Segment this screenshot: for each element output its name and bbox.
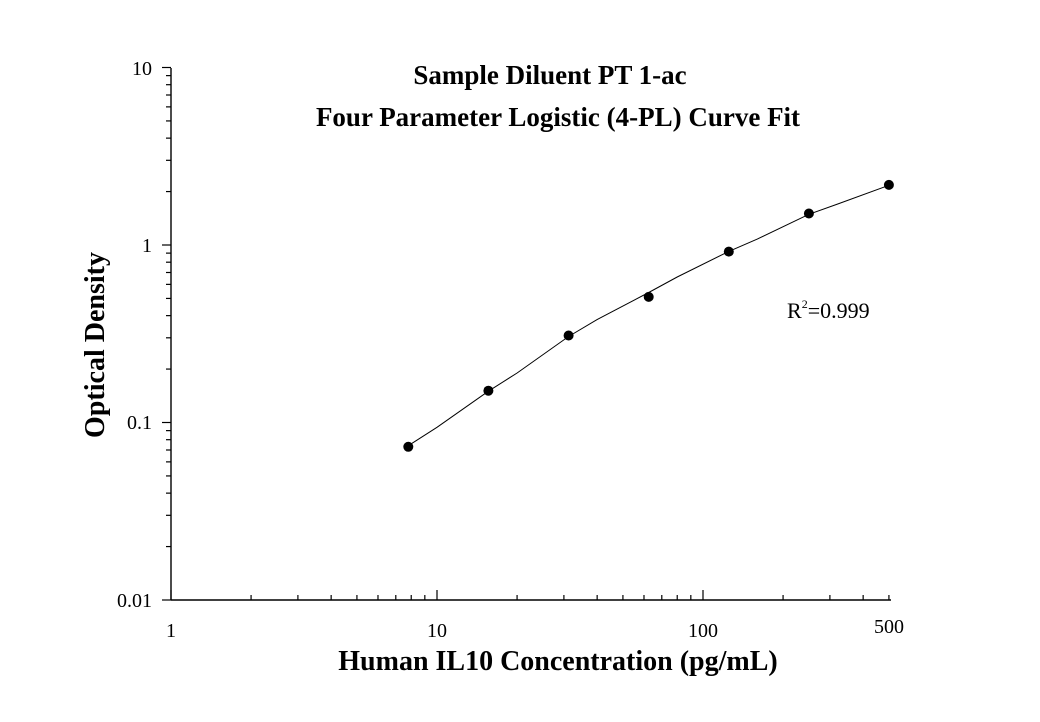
data-point [803,208,814,219]
y-tick-label-0-1: 0.1 [127,412,152,434]
y-axis-label: Optical Density [80,252,111,438]
data-point [563,330,574,341]
r-squared-superscript: 2 [802,297,808,311]
y-tick-label-1: 1 [142,235,152,257]
chart-title: Sample Diluent PT 1-ac [413,60,686,90]
y-tick-label-10: 10 [132,58,152,80]
x-tick-label-500: 500 [874,616,904,638]
x-tick-label-1: 1 [166,620,176,642]
x-tick-label-100: 100 [688,620,718,642]
y-tick-label-0-01: 0.01 [117,590,152,612]
axes [162,66,891,601]
data-point [643,291,654,302]
r-squared-annotation: R2=0.999 [787,297,870,323]
x-tick-label-10: 10 [427,620,447,642]
data-point [723,246,734,257]
data-point [403,441,414,452]
data-points [403,179,894,452]
r-squared-value: =0.999 [808,298,870,323]
data-point [483,385,494,396]
minor-ticks [162,66,890,601]
r-squared-letter: R [787,298,802,323]
data-point [883,179,894,190]
x-axis-label: Human IL10 Concentration (pg/mL) [338,646,777,677]
chart-subtitle: Four Parameter Logistic (4-PL) Curve Fit [316,102,800,132]
